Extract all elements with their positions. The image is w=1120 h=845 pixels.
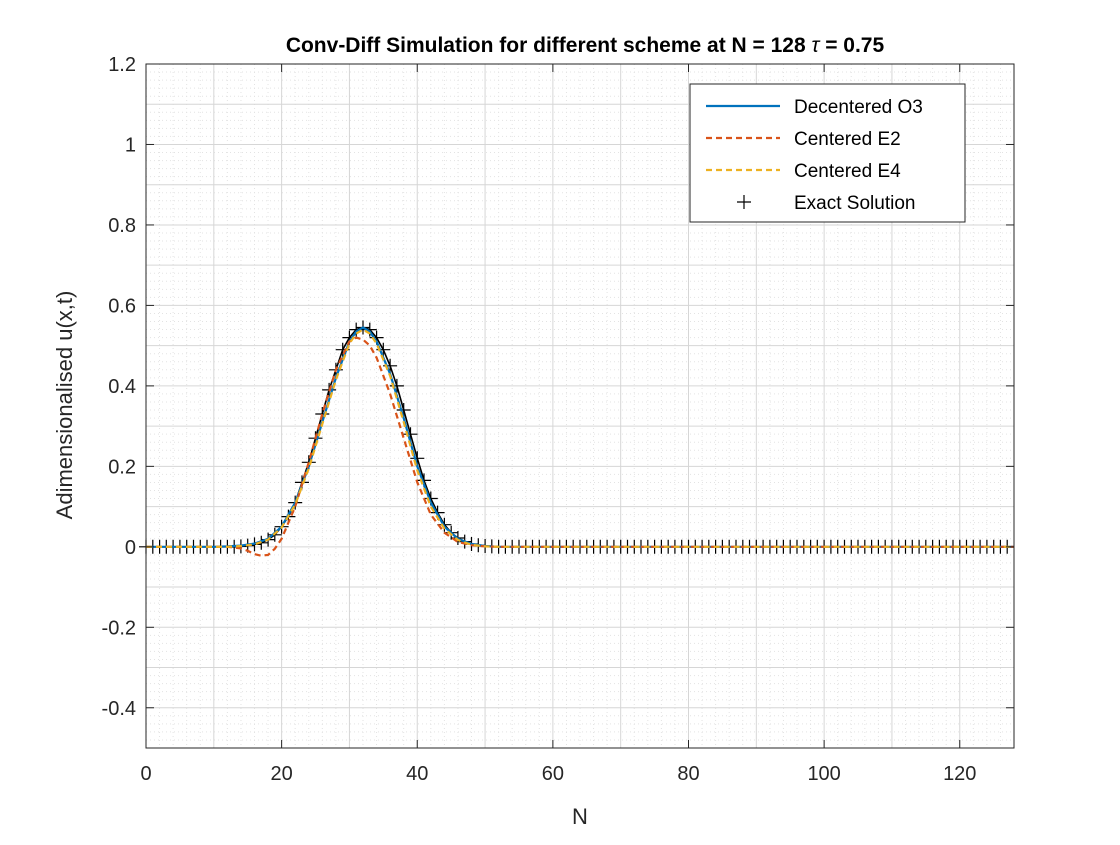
legend-label-exact-solution: Exact Solution <box>794 193 915 214</box>
legend-label-centered-e4: Centered E4 <box>794 161 901 182</box>
axes-frame <box>145 63 1015 749</box>
legend: Decentered O3 Centered E2 Centered E4 Exact… <box>689 83 966 223</box>
major-grid <box>145 63 1014 749</box>
x-tick-label: 40 <box>406 763 428 785</box>
y-tick-label: 0 <box>125 537 136 559</box>
series-line-centered-e4 <box>146 328 1014 548</box>
y-tick-label: 0.4 <box>108 376 136 398</box>
x-tick-label: 0 <box>140 763 151 785</box>
y-tick-label: 0.2 <box>108 456 136 478</box>
axis-ticks <box>145 63 1014 748</box>
minor-grid <box>146 64 1015 748</box>
legend-label-decentered-o3: Decentered O3 <box>794 97 923 118</box>
chart-title-symbol: τ <box>812 34 821 57</box>
chart-title-main: Conv-Diff Simulation for different schem… <box>286 34 812 57</box>
chart-title: Conv-Diff Simulation for different schem… <box>286 34 885 57</box>
x-tick-label: 100 <box>807 763 840 785</box>
y-tick-label: -0.4 <box>102 698 136 720</box>
chart-title-tail: = 0.75 <box>819 34 884 57</box>
y-tick-label: -0.2 <box>102 617 136 639</box>
y-axis-label: Adimensionalised u(x,t) <box>52 291 77 520</box>
x-tick-label: 120 <box>943 763 976 785</box>
legend-marker-exact-solution <box>737 195 751 209</box>
y-tick-label: 0.6 <box>108 295 136 317</box>
x-tick-label: 20 <box>271 763 293 785</box>
y-tick-label: 1 <box>125 134 136 156</box>
x-axis-label: N <box>572 804 588 829</box>
y-tick-label: 0.8 <box>108 215 136 237</box>
y-tick-label: 1.2 <box>108 54 136 76</box>
x-tick-label: 60 <box>542 763 564 785</box>
x-tick-label: 80 <box>677 763 699 785</box>
legend-label-centered-e2: Centered E2 <box>794 129 901 150</box>
